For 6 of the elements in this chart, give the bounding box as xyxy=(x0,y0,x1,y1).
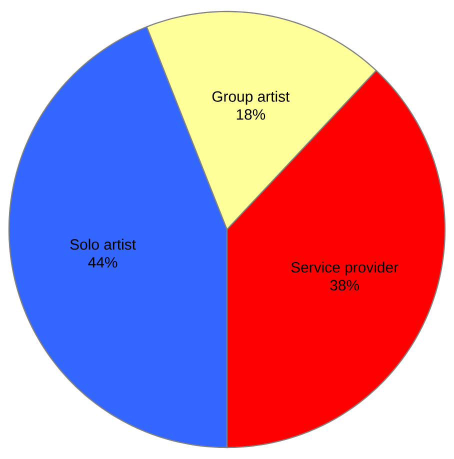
data-label: 18% xyxy=(236,109,266,120)
data-label: 38% xyxy=(330,280,359,290)
slice-label: Service provider xyxy=(291,262,398,276)
data-label: 44% xyxy=(88,257,118,268)
slice-label: Solo artist xyxy=(70,238,136,250)
slice-label: Group artist xyxy=(212,90,290,105)
